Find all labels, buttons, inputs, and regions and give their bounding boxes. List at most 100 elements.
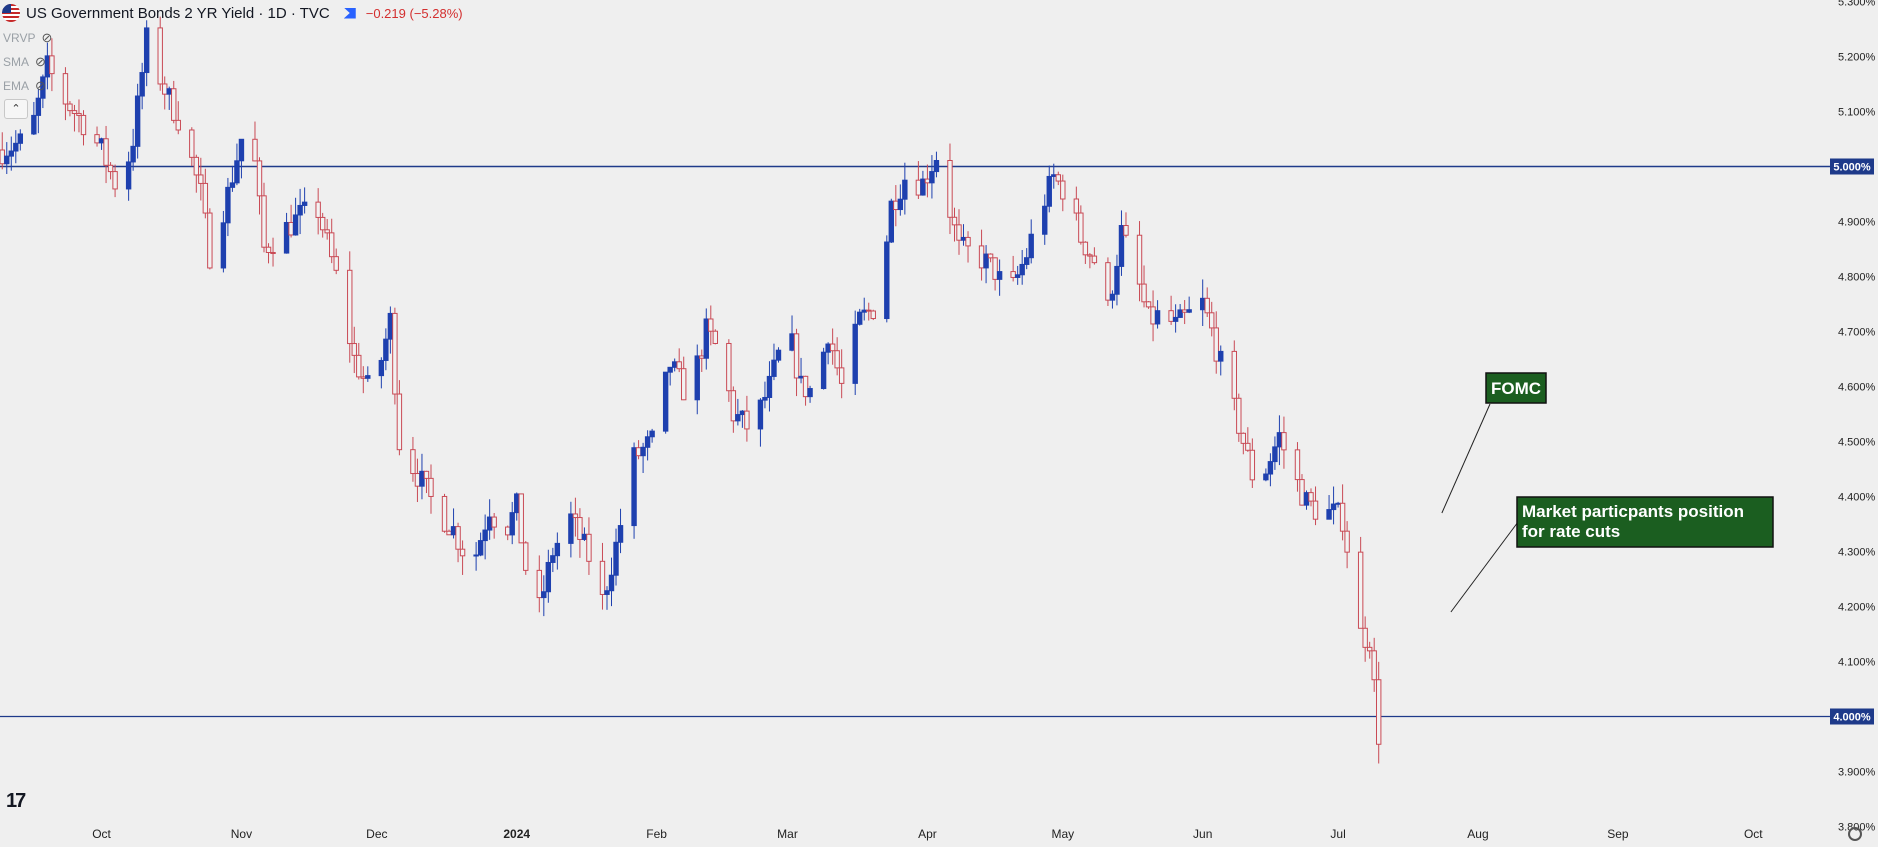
candle-body[interactable] <box>712 330 719 344</box>
candle-body[interactable] <box>1335 502 1341 505</box>
candle-body[interactable] <box>1181 309 1188 313</box>
candle-body[interactable] <box>396 393 403 451</box>
candle-body[interactable] <box>577 517 583 540</box>
candle-body[interactable] <box>1014 274 1021 278</box>
candle-body[interactable] <box>62 73 69 105</box>
candle-body[interactable] <box>1299 479 1305 506</box>
candle-body[interactable] <box>1177 309 1183 318</box>
candle-body[interactable] <box>473 554 479 557</box>
candle-body[interactable] <box>1339 502 1346 532</box>
candle-body[interactable] <box>1087 254 1093 257</box>
candle-body[interactable] <box>699 355 705 359</box>
candle-body[interactable] <box>1371 650 1377 681</box>
candle-body[interactable] <box>635 447 642 457</box>
candle-body[interactable] <box>983 253 989 269</box>
candle-body[interactable] <box>604 590 610 595</box>
candle-body[interactable] <box>410 449 416 475</box>
flag-marker-icon[interactable] <box>343 7 356 19</box>
candle-body[interactable] <box>1376 679 1382 745</box>
candle-body[interactable] <box>1136 234 1143 285</box>
candle-body[interactable] <box>662 371 669 432</box>
candle-body[interactable] <box>265 246 272 253</box>
candle-body[interactable] <box>649 430 655 438</box>
candle-body[interactable] <box>477 540 484 556</box>
candle-body[interactable] <box>220 222 227 269</box>
candle-body[interactable] <box>202 182 209 214</box>
candle-body[interactable] <box>771 359 777 377</box>
candle-body[interactable] <box>915 179 922 196</box>
symbol-title[interactable]: US Government Bonds 2 YR Yield · 1D · TV… <box>26 4 330 22</box>
candle-body[interactable] <box>1294 449 1301 481</box>
candle-body[interactable] <box>98 138 105 144</box>
candle-body[interactable] <box>1109 293 1116 301</box>
candle-body[interactable] <box>329 232 335 258</box>
candle-body[interactable] <box>238 138 245 162</box>
candle-body[interactable] <box>1186 309 1192 313</box>
candle-body[interactable] <box>902 179 908 200</box>
candle-body[interactable] <box>1145 301 1152 308</box>
candle-body[interactable] <box>586 533 592 562</box>
candle-body[interactable] <box>1154 310 1161 325</box>
candle-body[interactable] <box>933 160 940 173</box>
candle-body[interactable] <box>1123 225 1129 236</box>
candle-body[interactable] <box>1281 432 1287 451</box>
candle-body[interactable] <box>1344 530 1350 553</box>
candle-body[interactable] <box>802 375 809 398</box>
candle-body[interactable] <box>572 513 579 519</box>
candle-body[interactable] <box>671 361 678 368</box>
eye-off-icon[interactable]: ⊘ <box>35 78 46 93</box>
candle-body[interactable] <box>198 174 204 184</box>
candle-body[interactable] <box>107 164 114 173</box>
candle-body[interactable] <box>1073 198 1080 214</box>
candle-body[interactable] <box>383 338 389 361</box>
candle-body[interactable] <box>1263 473 1269 481</box>
candle-body[interactable] <box>4 155 10 165</box>
candle-body[interactable] <box>459 548 466 557</box>
candle-body[interactable] <box>423 470 430 479</box>
candle-body[interactable] <box>744 410 750 430</box>
candle-body[interactable] <box>0 149 5 165</box>
candle-body[interactable] <box>162 83 168 95</box>
candle-body[interactable] <box>644 436 651 448</box>
candle-body[interactable] <box>71 110 78 114</box>
candle-body[interactable] <box>608 574 615 592</box>
candle-body[interactable] <box>631 447 637 527</box>
candle-body[interactable] <box>514 493 520 514</box>
candle-body[interactable] <box>825 343 831 353</box>
candle-body[interactable] <box>288 221 294 236</box>
candle-body[interactable] <box>378 359 385 377</box>
candle-body[interactable] <box>509 512 515 536</box>
candle-body[interactable] <box>392 312 398 395</box>
candle-body[interactable] <box>1010 271 1016 278</box>
candle-body[interactable] <box>134 95 141 147</box>
candle-body[interactable] <box>319 216 326 231</box>
candle-body[interactable] <box>315 201 321 218</box>
candle-body[interactable] <box>419 470 425 487</box>
candle-body[interactable] <box>920 178 926 196</box>
candle-body[interactable] <box>1249 449 1256 481</box>
candle-body[interactable] <box>960 236 967 241</box>
candle-body[interactable] <box>775 349 782 361</box>
candle-body[interactable] <box>617 525 624 543</box>
candle-body[interactable] <box>681 368 687 401</box>
candle-body[interactable] <box>157 27 163 85</box>
candle-body[interactable] <box>76 112 82 116</box>
candle-body[interactable] <box>94 134 100 144</box>
indicator-vrvp[interactable]: VRVP ⊘ <box>3 30 52 46</box>
candle-body[interactable] <box>820 351 827 390</box>
candle-body[interactable] <box>726 342 732 392</box>
candle-body[interactable] <box>1118 225 1125 267</box>
candle-body[interactable] <box>947 160 953 218</box>
candle-body[interactable] <box>888 200 895 243</box>
candle-body[interactable] <box>13 142 19 152</box>
candle-body[interactable] <box>35 97 42 116</box>
candle-body[interactable] <box>667 366 673 373</box>
candle-body[interactable] <box>112 171 118 190</box>
candle-body[interactable] <box>703 318 709 359</box>
candle-body[interactable] <box>1209 312 1215 329</box>
annotation-box-rate-cuts[interactable] <box>1516 496 1774 548</box>
candle-body[interactable] <box>1172 316 1179 322</box>
candle-body[interactable] <box>455 526 461 550</box>
candle-body[interactable] <box>523 542 529 571</box>
candle-body[interactable] <box>1231 350 1237 399</box>
